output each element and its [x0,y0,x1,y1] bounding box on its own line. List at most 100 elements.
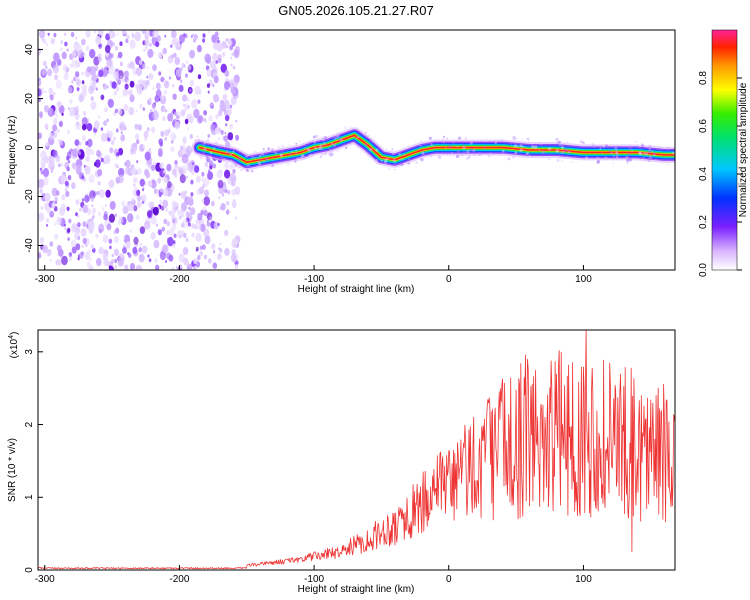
noise-speck [188,115,194,124]
noise-speck [175,265,178,269]
noise-speck [144,168,150,177]
noise-speck [134,31,141,42]
ridge-speck [615,156,619,160]
ridge-speck [323,136,328,140]
noise-speck [47,107,54,117]
noise-speck [109,200,116,210]
noise-speck [114,45,118,51]
noise-speck [152,206,159,216]
ridge-speck [280,150,284,154]
noise-speck [202,38,206,43]
ridge-speck [260,158,263,161]
noise-speck [108,30,115,39]
ridge-speck [247,170,250,173]
ridge-speck [615,151,618,155]
noise-speck [71,246,77,254]
noise-speck [235,216,238,220]
noise-speck [235,119,238,123]
noise-speck [220,129,224,135]
snr-x-tick-label: 0 [446,574,452,585]
ridge-speck [251,169,254,173]
noise-speck [130,166,137,176]
ridge-speck [462,146,466,150]
noise-speck [159,193,162,198]
ridge-speck [488,155,491,158]
noise-speck [174,56,181,66]
ridge-speck [275,152,278,155]
ridge-speck [265,157,269,161]
noise-speck [195,232,202,242]
noise-speck [146,127,150,132]
ridge-speck [612,161,615,164]
ridge-speck [541,145,543,147]
ridge-speck [514,151,518,155]
noise-speck [46,208,51,214]
noise-speck [178,192,181,196]
ridge-speck [449,147,452,150]
noise-speck [103,120,108,127]
snr-exponent: (x104) [8,332,20,359]
ridge-speck [442,135,446,138]
noise-speck [39,111,43,118]
ridge-speck [369,139,372,142]
ridge-speck [219,145,223,148]
noise-speck [115,227,120,234]
noise-speck [98,115,101,119]
noise-speck [114,108,118,114]
ridge-speck [608,150,611,153]
noise-speck [106,118,109,122]
ridge-speck [521,138,524,141]
noise-speck [39,188,43,194]
noise-speck [94,30,97,34]
ridge-speck [457,139,460,142]
noise-speck [189,88,192,93]
noise-speck [94,159,101,168]
ridge-speck [319,155,322,159]
ridge-speck [340,139,343,142]
ridge-speck [667,162,671,165]
noise-speck [203,254,208,260]
noise-speck [172,244,175,248]
snr-frame [37,329,676,571]
noise-speck [170,54,174,59]
noise-speck [86,204,89,209]
noise-speck [64,41,68,47]
noise-speck [213,93,219,103]
noise-speck [117,32,120,36]
noise-speck [67,86,73,94]
noise-speck [98,31,102,36]
noise-speck [157,229,162,236]
snr-x-axis: -300 -200 -100 0 100 [35,565,592,585]
colorbar-tick-label: 0.4 [698,167,709,181]
noise-speck [77,222,81,228]
noise-speck [153,239,160,249]
noise-speck [98,228,102,234]
ridge-speck [582,141,585,144]
noise-speck [44,123,49,130]
snr-x-tick-label: 100 [575,574,592,585]
noise-speck [232,65,236,70]
ridge-speck [328,147,330,150]
noise-speck [61,255,68,266]
ridge-speck [237,166,240,169]
noise-speck [146,202,149,206]
snr-y-axis: 0 1 2 3 [24,349,43,573]
ridge-speck [592,144,595,148]
snr-y-label: SNR (10 * v/v) [7,438,18,502]
noise-speck [212,262,218,270]
ridge-speck [647,159,650,162]
noise-speck [66,166,70,172]
ridge-speck [472,149,476,152]
noise-speck [197,74,202,80]
noise-speck [158,147,163,155]
ridge-speck [442,141,446,144]
ridge-speck [579,140,583,144]
ridge-speck [258,162,262,166]
noise-speck [64,32,67,36]
noise-speck [82,237,87,245]
noise-speck [220,203,226,211]
ridge-speck [237,157,242,161]
noise-speck [60,47,63,52]
noise-speck [54,196,58,202]
noise-speck [195,246,199,252]
